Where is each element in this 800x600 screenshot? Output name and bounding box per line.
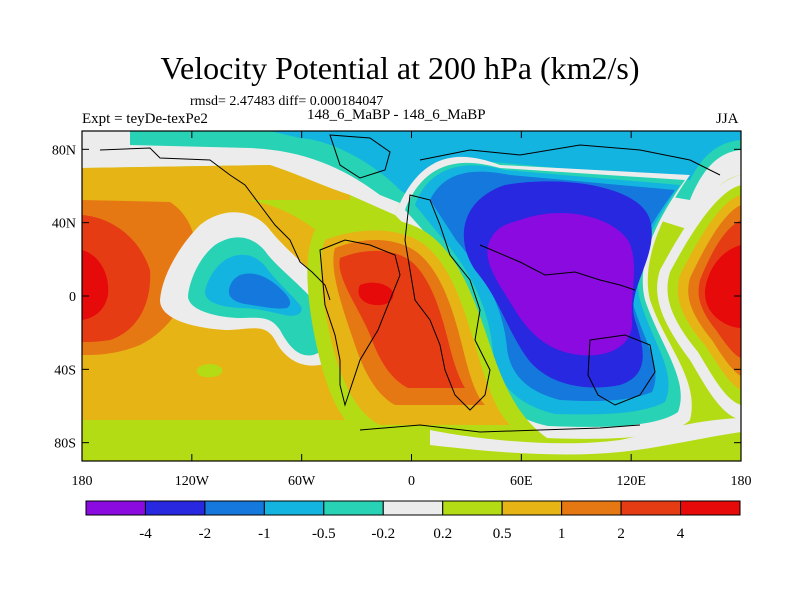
- coastlines: [99, 134, 721, 433]
- colorbar-label: -1: [258, 526, 271, 542]
- colorbar-swatch: [263, 500, 325, 516]
- x-tick-label: 180: [731, 474, 752, 489]
- y-tick-label: 40N: [52, 217, 76, 232]
- colorbar-label: -0.2: [371, 526, 395, 542]
- epac-positive-core: [82, 250, 109, 320]
- colorbar-swatch: [561, 500, 622, 516]
- x-axis: 180 120W 60W 0 60E 120E 180: [72, 131, 752, 489]
- atlantic-positive-core: [358, 282, 394, 306]
- central-america-blue: [228, 273, 291, 309]
- colorbar-label: 1: [558, 526, 566, 542]
- colorbar-label: 0.2: [433, 526, 452, 542]
- coastline-eurasia-north: [419, 144, 721, 176]
- colorbar-label: -0.5: [312, 526, 336, 542]
- coastline-greenland: [329, 134, 391, 179]
- x-tick-label: 120W: [175, 474, 210, 489]
- y-tick-label: 40S: [54, 363, 76, 378]
- colorbar-swatch: [144, 500, 206, 516]
- wpac-positive-core: [704, 245, 741, 328]
- colorbar-label: 2: [617, 526, 625, 542]
- chart-title: Velocity Potential at 200 hPa (km2/s): [160, 50, 640, 86]
- coastline-australia: [587, 334, 656, 406]
- colorbar-swatch: [85, 500, 146, 516]
- coastline-north-america: [99, 147, 331, 301]
- colorbar-label: 4: [677, 526, 685, 542]
- case-label: 148_6_MaBP - 148_6_MaBP: [307, 107, 486, 123]
- coastline-south-america: [319, 239, 401, 407]
- experiment-label: Expt = teyDe-texPe2: [82, 111, 208, 127]
- colorbar-swatch: [680, 500, 741, 516]
- y-axis: 80N 40N 0 40S 80S: [52, 143, 741, 452]
- colorbar: -4 -2 -1 -0.5 -0.2 0.2 0.5 1 2 4: [85, 500, 741, 542]
- northwest-warm-band: [82, 165, 350, 200]
- x-tick-label: 60W: [288, 474, 316, 489]
- colorbar-swatch: [323, 500, 384, 516]
- colorbar-label: 0.5: [493, 526, 512, 542]
- negative-core: [487, 212, 635, 356]
- map-area: [82, 131, 741, 461]
- coastline-antarctica: [359, 424, 641, 433]
- x-tick-label: 0: [408, 474, 415, 489]
- x-tick-label: 180: [72, 474, 93, 489]
- coastline-europe-africa: [404, 194, 491, 411]
- season-label: JJA: [716, 111, 739, 127]
- stats-label: rmsd= 2.47483 diff= 0.000184047: [190, 94, 384, 109]
- coastline-asia-south: [479, 244, 636, 291]
- x-tick-label: 60E: [510, 474, 533, 489]
- colorbar-swatch: [204, 500, 265, 516]
- y-tick-label: 80S: [54, 437, 76, 452]
- y-tick-label: 80N: [52, 143, 76, 158]
- colorbar-label: -4: [139, 526, 152, 542]
- x-tick-label: 120E: [616, 474, 646, 489]
- colorbar-swatch: [620, 500, 682, 516]
- y-tick-label: 0: [69, 290, 76, 305]
- colorbar-swatch: [382, 500, 444, 516]
- colorbar-swatch: [442, 500, 503, 516]
- southern-neutral-band: [430, 418, 741, 455]
- colorbar-swatch: [501, 500, 563, 516]
- south-atlantic-small-blob: [196, 363, 223, 378]
- colorbar-label: -2: [199, 526, 212, 542]
